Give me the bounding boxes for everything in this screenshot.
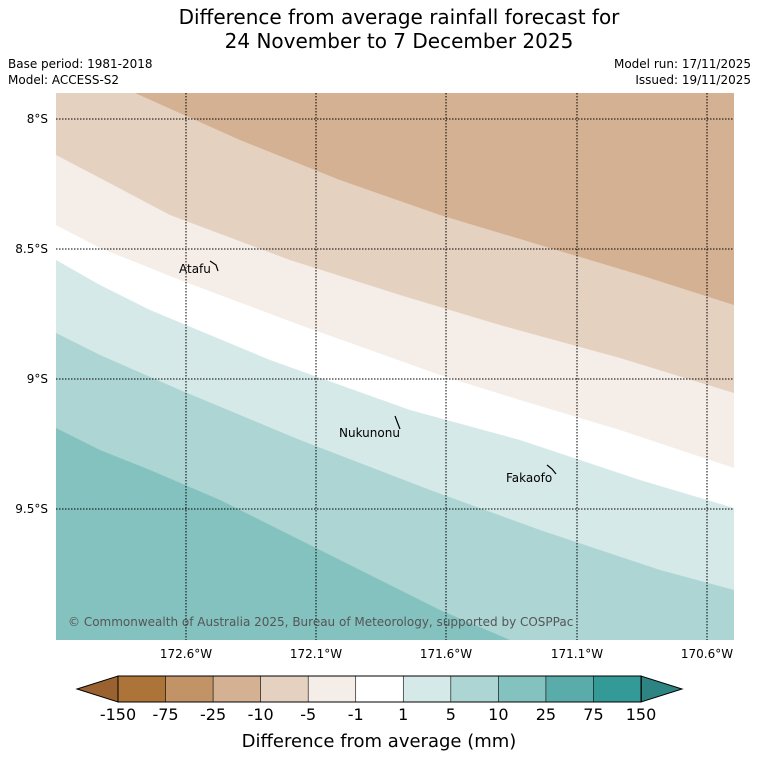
colorbar-tick-label: 10 [488, 705, 508, 724]
colorbar-segment [212, 675, 262, 703]
model-run: Model run: 17/11/2025 [613, 57, 751, 71]
colorbar-segment [307, 675, 357, 703]
lon-label: 171.1°W [551, 647, 603, 661]
rainfall-contours [56, 93, 734, 640]
lon-label: 171.6°W [420, 647, 472, 661]
colorbar-segment [498, 675, 547, 703]
colorbar-segment [165, 675, 214, 703]
colorbar-frame [117, 675, 642, 703]
colorbar-segment [117, 675, 167, 703]
colorbar-tick-label: 150 [626, 705, 657, 724]
colorbar-segment [450, 675, 500, 703]
place-label-nukunonu: Nukunonu [339, 426, 400, 440]
colorbar-under-arrow [75, 675, 119, 703]
title-line-1: Difference from average rainfall forecas… [178, 5, 620, 29]
colorbar-tick-label: -5 [300, 705, 316, 724]
colorbar-segments [117, 675, 642, 703]
lat-label: 9.5°S [15, 502, 48, 516]
issued-date: Issued: 19/11/2025 [635, 73, 751, 87]
lon-label: 172.6°W [160, 647, 212, 661]
colorbar-title: Difference from average (mm) [242, 731, 517, 752]
colorbar-tick-label: -75 [152, 705, 178, 724]
colorbar-segment [355, 675, 405, 703]
atafu-atoll-shape [209, 260, 219, 272]
colorbar: -150 -75 -25 -10 -5 -1 1 5 10 25 75 150 Difference … [75, 675, 684, 752]
meta-left: Base period: 1981-2018 Model: ACCESS-S2 [8, 56, 153, 88]
base-period: Base period: 1981-2018 [8, 57, 153, 71]
fakaofo-atoll-shape [546, 464, 557, 475]
colorbar-tick-label: -25 [200, 705, 226, 724]
lat-label: 9°S [27, 372, 48, 386]
colorbar-segment [545, 675, 595, 703]
colorbar-tick-label: -150 [100, 705, 136, 724]
model-name: Model: ACCESS-S2 [8, 73, 120, 87]
band-tan [135, 93, 734, 305]
colorbar-segment [260, 675, 309, 703]
colorbar-tick-label: 75 [583, 705, 603, 724]
title-line-2: 24 November to 7 December 2025 [224, 29, 574, 53]
atoll-outlines [209, 260, 557, 475]
colorbar-tick-label: -1 [348, 705, 364, 724]
colorbar-tick-label: 1 [398, 705, 408, 724]
colorbar-segment [402, 675, 452, 703]
colorbar-over-arrow [640, 675, 684, 703]
lon-label: 172.1°W [290, 647, 342, 661]
graticule [56, 93, 734, 640]
place-label-atafu: Atafu [179, 262, 211, 276]
colorbar-tick-label: 5 [446, 705, 456, 724]
lon-label: 170.6°W [681, 647, 733, 661]
lat-label: 8.5°S [15, 242, 48, 256]
place-label-fakaofo: Fakaofo [506, 471, 552, 485]
colorbar-tick-label: -10 [248, 705, 274, 724]
lat-label: 8°S [27, 112, 48, 126]
colorbar-tick-labels: -150 -75 -25 -10 -5 -1 1 5 10 25 75 150 [100, 705, 656, 724]
meta-right: Model run: 17/11/2025 Issued: 19/11/2025 [614, 56, 751, 88]
chart-title: Difference from average rainfall forecas… [0, 5, 758, 53]
colorbar-tick-label: 25 [536, 705, 556, 724]
colorbar-segment [593, 675, 642, 703]
nukunonu-atoll-shape [394, 415, 401, 430]
copyright-notice: © Commonwealth of Australia 2025, Bureau… [68, 615, 573, 629]
